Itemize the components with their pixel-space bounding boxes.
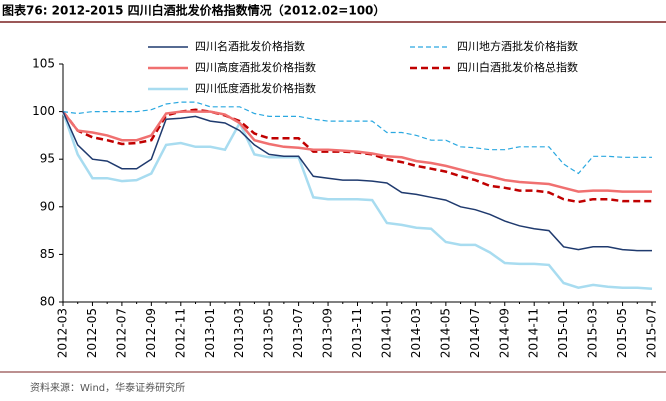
y-tick-label: 105 <box>32 57 55 71</box>
x-tick-label: 2013-11 <box>350 308 364 358</box>
legend-label: 四川白酒批发价格总指数 <box>457 60 578 74</box>
chart-title: 图表76: 2012-2015 四川白酒批发价格指数情况（2012.02=100… <box>2 3 385 18</box>
series-line <box>62 110 652 193</box>
x-tick-label: 2014-07 <box>468 308 482 358</box>
x-tick-label: 2014-03 <box>409 308 423 358</box>
source: 资料来源：Wind，华泰证券研究所 <box>30 381 185 394</box>
legend-label: 四川高度酒批发价格指数 <box>195 60 316 74</box>
x-tick-label: 2013-09 <box>321 308 335 358</box>
y-tick-label: 90 <box>40 199 55 213</box>
x-tick-label: 2012-05 <box>85 308 99 358</box>
x-tick-label: 2013-03 <box>232 308 246 358</box>
x-tick-label: 2014-05 <box>438 308 452 358</box>
x-tick-label: 2015-01 <box>556 308 570 358</box>
x-tick-label: 2014-01 <box>379 308 393 358</box>
series-line <box>62 111 652 252</box>
x-tick-label: 2012-07 <box>114 308 128 358</box>
x-tick-label: 2013-07 <box>291 308 305 358</box>
x-tick-label: 2015-03 <box>586 308 600 358</box>
y-tick-label: 85 <box>40 247 55 261</box>
series-line <box>62 101 652 175</box>
x-tick-label: 2015-05 <box>615 308 629 358</box>
x-tick-label: 2012-09 <box>144 308 158 358</box>
x-tick-label: 2015-07 <box>645 308 659 358</box>
y-tick-label: 100 <box>32 104 55 118</box>
y-tick-label: 80 <box>40 295 55 309</box>
x-tick-label: 2014-11 <box>527 308 541 358</box>
y-tick-label: 95 <box>40 152 55 166</box>
x-tick-label: 2013-05 <box>262 308 276 358</box>
x-tick-label: 2012-11 <box>173 308 187 358</box>
x-tick-label: 2014-09 <box>497 308 511 358</box>
x-tick-label: 2013-01 <box>203 308 217 358</box>
series-line <box>61 111 653 290</box>
x-tick-label: 2012-03 <box>56 308 70 358</box>
legend-label: 四川地方酒批发价格指数 <box>457 39 578 53</box>
legend-label: 四川名酒批发价格指数 <box>195 39 305 53</box>
legend-label: 四川低度酒批发价格指数 <box>195 81 316 95</box>
